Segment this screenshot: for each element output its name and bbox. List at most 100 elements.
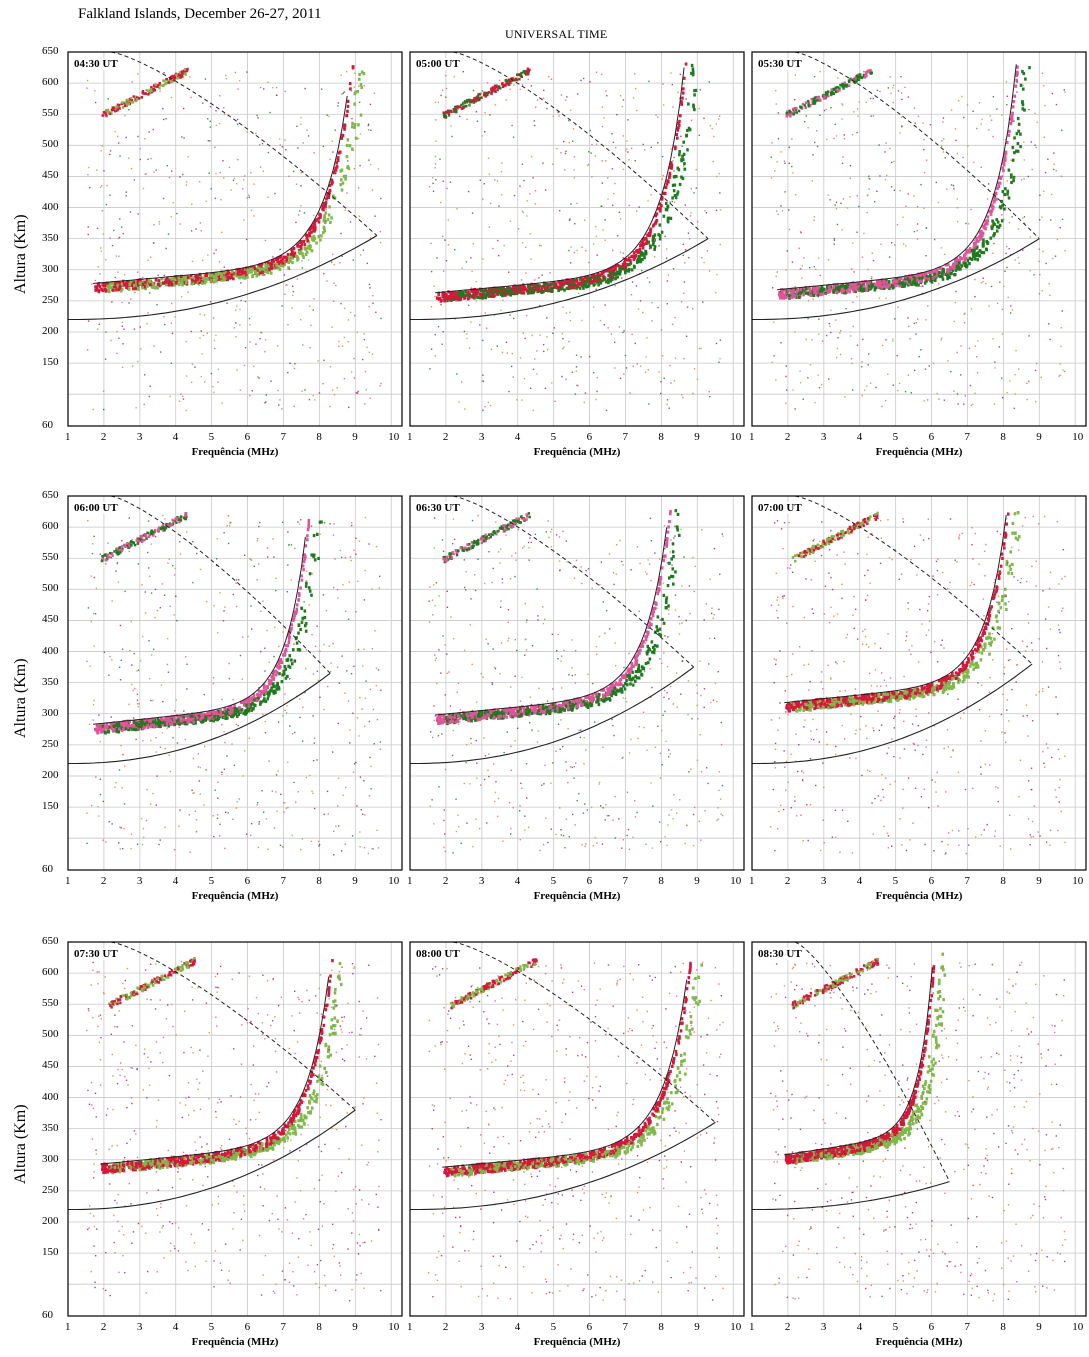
echo-mark: [795, 290, 799, 294]
echo-mark: [466, 333, 468, 335]
echo-mark: [475, 300, 478, 302]
echo-mark: [1000, 377, 1003, 379]
profile-curve: [410, 238, 709, 321]
echo-mark: [840, 289, 844, 293]
echo-mark: [892, 84, 895, 87]
echo-mark: [647, 231, 651, 236]
echo-mark: [1029, 270, 1031, 272]
echo-mark: [950, 109, 953, 111]
echo-mark: [830, 92, 833, 96]
echo-mark: [618, 272, 622, 276]
echo-mark: [259, 264, 263, 269]
echo-mark: [588, 151, 590, 153]
echo-mark: [312, 223, 315, 227]
echo-mark: [104, 358, 107, 360]
echo-mark: [956, 152, 959, 155]
echo-mark: [496, 345, 498, 347]
echo-mark: [653, 247, 656, 251]
echo-mark: [954, 259, 958, 263]
echo-mark: [223, 113, 226, 116]
echo-mark: [149, 385, 151, 387]
echo-mark: [591, 176, 593, 178]
echo-mark: [259, 166, 262, 168]
echo-mark: [894, 318, 896, 320]
echo-mark: [432, 182, 434, 185]
echo-mark: [110, 339, 112, 342]
echo-mark: [264, 263, 267, 268]
echo-mark: [991, 224, 993, 226]
echo-mark: [481, 290, 485, 294]
echo-mark: [670, 148, 672, 150]
echo-mark: [1022, 71, 1026, 76]
echo-mark: [589, 277, 593, 281]
echo-mark: [1006, 180, 1009, 182]
echo-mark: [260, 332, 263, 334]
echo-mark: [1011, 216, 1013, 218]
echo-mark: [244, 346, 247, 349]
echo-mark: [614, 367, 616, 369]
echo-mark: [320, 88, 323, 90]
echo-mark: [496, 88, 499, 92]
echo-mark: [1023, 178, 1025, 180]
echo-mark: [534, 287, 538, 291]
echo-mark: [1053, 168, 1055, 171]
echo-mark: [351, 65, 355, 69]
echo-mark: [209, 106, 212, 108]
echo-mark: [938, 398, 940, 400]
echo-mark: [259, 691, 263, 696]
echo-mark: [325, 197, 328, 201]
echo-mark: [969, 384, 972, 387]
echo-mark: [185, 340, 187, 343]
echo-mark: [781, 210, 784, 212]
echo-mark: [100, 185, 103, 187]
echo-mark: [633, 265, 636, 269]
echo-mark: [925, 255, 927, 257]
echo-mark: [957, 100, 960, 102]
echo-mark: [230, 270, 234, 274]
echo-mark: [121, 280, 125, 285]
echo-mark: [866, 385, 868, 387]
echo-mark: [285, 658, 289, 662]
echo-mark: [102, 233, 105, 235]
echo-mark: [456, 373, 458, 375]
echo-mark: [715, 175, 718, 178]
echo-mark: [907, 193, 909, 195]
echo-mark: [223, 106, 225, 109]
echo-mark: [1014, 374, 1016, 376]
echo-mark: [181, 283, 184, 287]
echo-mark: [121, 321, 124, 324]
echo-mark: [572, 285, 575, 289]
echo-mark: [92, 408, 95, 411]
echo-mark: [255, 132, 257, 135]
echo-mark: [833, 243, 835, 245]
echo-mark: [1013, 407, 1016, 410]
echo-mark: [147, 259, 149, 262]
echo-mark: [641, 246, 645, 250]
echo-mark: [179, 274, 183, 278]
echo-mark: [471, 270, 473, 273]
echo-mark: [170, 277, 174, 281]
echo-mark: [680, 175, 683, 179]
echo-mark: [807, 299, 810, 302]
echo-mark: [152, 84, 156, 87]
echo-mark: [674, 174, 678, 179]
echo-mark: [434, 163, 437, 165]
echo-mark: [974, 392, 976, 394]
echo-mark: [650, 146, 653, 149]
echo-mark: [128, 282, 132, 287]
echo-mark: [695, 168, 697, 171]
echo-mark: [786, 250, 789, 252]
echo-mark: [513, 78, 516, 82]
echo-mark: [248, 268, 252, 272]
echo-mark: [123, 724, 127, 728]
echo-mark: [442, 291, 446, 295]
echo-mark: [172, 201, 174, 204]
echo-mark: [243, 219, 245, 221]
echo-mark: [253, 268, 257, 272]
echo-mark: [347, 319, 350, 321]
echo-mark: [595, 398, 597, 401]
echo-mark: [289, 362, 291, 365]
echo-mark: [692, 103, 695, 107]
echo-mark: [323, 359, 325, 362]
echo-mark: [173, 78, 176, 82]
